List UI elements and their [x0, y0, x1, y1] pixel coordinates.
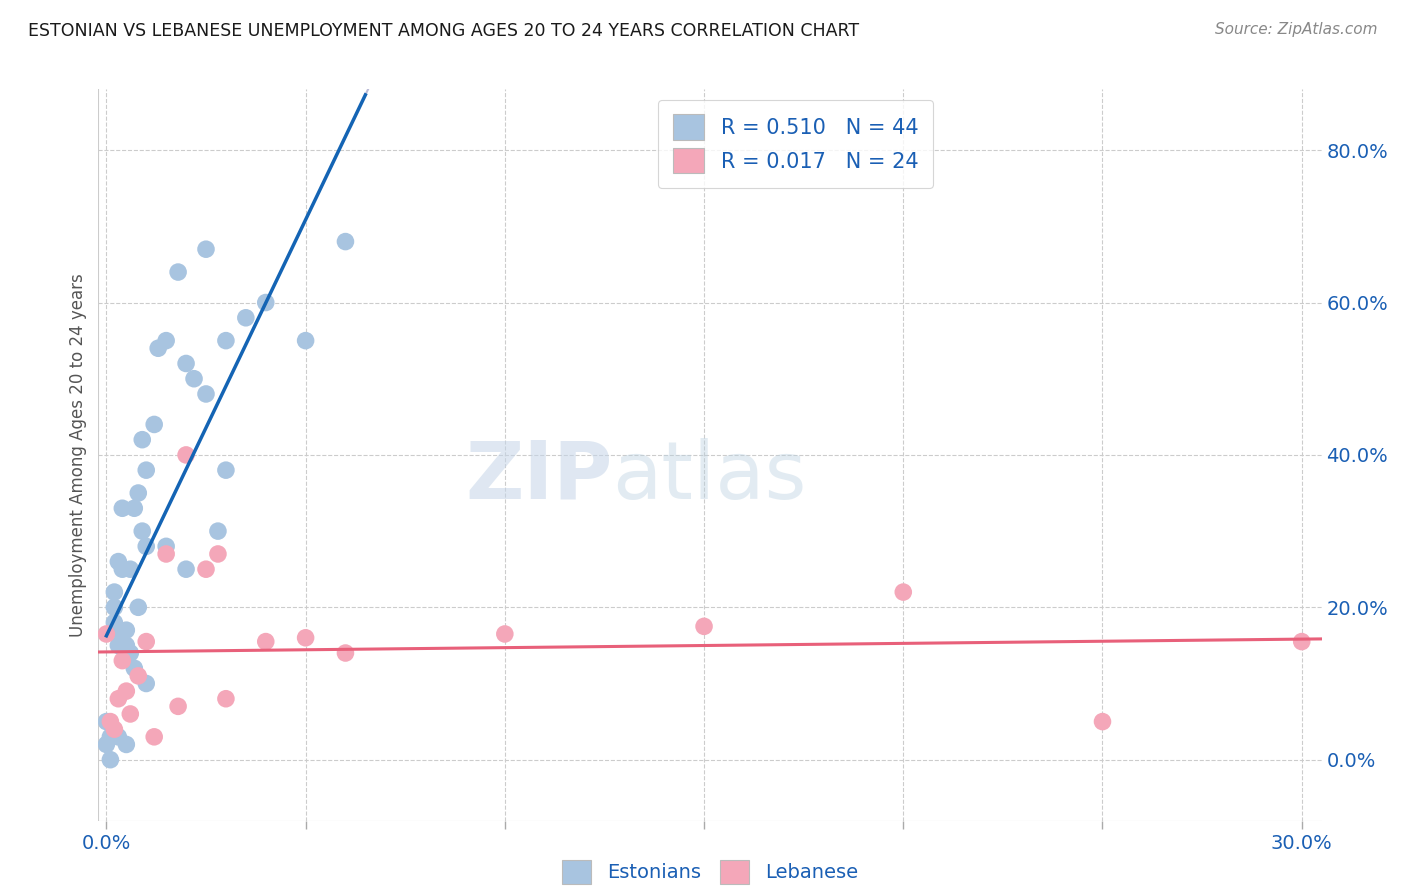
Point	[127, 669, 149, 683]
Point	[120, 646, 142, 660]
Point	[294, 334, 316, 348]
Point	[215, 463, 238, 477]
Point	[148, 341, 170, 355]
Text: atlas: atlas	[612, 438, 807, 516]
Point	[111, 562, 134, 576]
Point	[107, 639, 129, 653]
Point	[167, 699, 190, 714]
Point	[103, 585, 125, 599]
Point	[174, 448, 197, 462]
Point	[124, 501, 146, 516]
Point	[131, 433, 153, 447]
Point	[195, 242, 218, 256]
Point	[254, 634, 277, 648]
Point	[155, 539, 177, 553]
Point	[207, 524, 229, 538]
Point	[111, 501, 134, 516]
Legend: Estonians, Lebanese: Estonians, Lebanese	[554, 852, 866, 891]
Point	[254, 295, 277, 310]
Point	[107, 730, 129, 744]
Point	[100, 753, 122, 767]
Point	[107, 555, 129, 569]
Point	[135, 676, 157, 690]
Point	[1091, 714, 1114, 729]
Point	[494, 627, 516, 641]
Point	[335, 646, 357, 660]
Text: ZIP: ZIP	[465, 438, 612, 516]
Point	[174, 356, 197, 371]
Point	[207, 547, 229, 561]
Point	[107, 691, 129, 706]
Point	[111, 654, 134, 668]
Point	[143, 417, 166, 432]
Point	[96, 738, 118, 752]
Point	[155, 547, 177, 561]
Point	[135, 539, 157, 553]
Point	[693, 619, 716, 633]
Point	[215, 334, 238, 348]
Point	[115, 684, 138, 698]
Point	[195, 387, 218, 401]
Point	[100, 714, 122, 729]
Point	[127, 600, 149, 615]
Point	[96, 714, 118, 729]
Point	[1291, 634, 1313, 648]
Point	[127, 486, 149, 500]
Y-axis label: Unemployment Among Ages 20 to 24 years: Unemployment Among Ages 20 to 24 years	[69, 273, 87, 637]
Point	[215, 691, 238, 706]
Point	[135, 463, 157, 477]
Point	[235, 310, 257, 325]
Point	[135, 634, 157, 648]
Text: ESTONIAN VS LEBANESE UNEMPLOYMENT AMONG AGES 20 TO 24 YEARS CORRELATION CHART: ESTONIAN VS LEBANESE UNEMPLOYMENT AMONG …	[28, 22, 859, 40]
Point	[155, 334, 177, 348]
Point	[96, 627, 118, 641]
Point	[103, 600, 125, 615]
Point	[115, 738, 138, 752]
Point	[103, 615, 125, 630]
Point	[115, 623, 138, 637]
Point	[120, 706, 142, 721]
Point	[115, 639, 138, 653]
Point	[891, 585, 914, 599]
Point	[143, 730, 166, 744]
Point	[124, 661, 146, 675]
Point	[107, 623, 129, 637]
Text: Source: ZipAtlas.com: Source: ZipAtlas.com	[1215, 22, 1378, 37]
Point	[183, 372, 205, 386]
Point	[174, 562, 197, 576]
Point	[167, 265, 190, 279]
Point	[103, 723, 125, 737]
Point	[120, 562, 142, 576]
Point	[100, 730, 122, 744]
Point	[195, 562, 218, 576]
Point	[131, 524, 153, 538]
Point	[335, 235, 357, 249]
Point	[294, 631, 316, 645]
